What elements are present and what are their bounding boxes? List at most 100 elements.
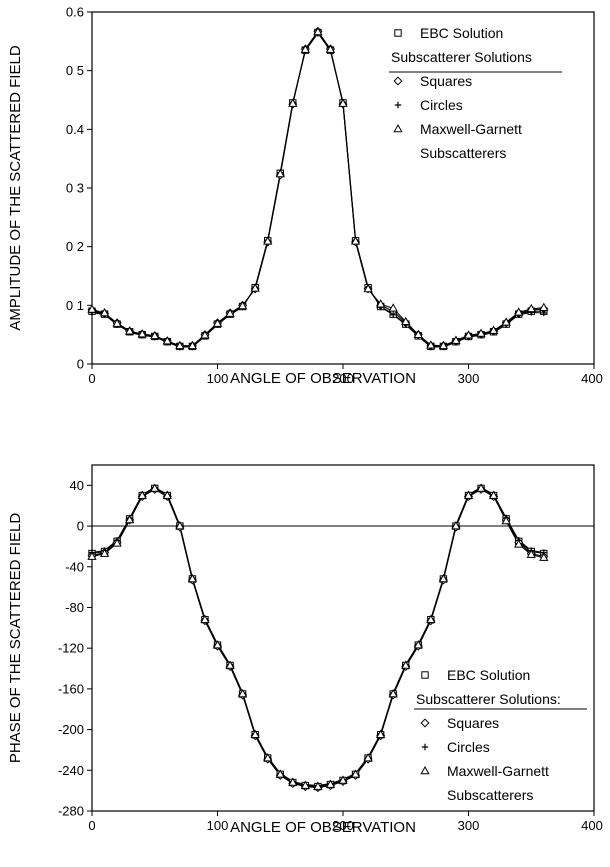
data-point-triangle xyxy=(212,640,223,649)
data-point-triangle xyxy=(250,283,260,292)
data-point-triangle xyxy=(438,573,449,583)
series-line xyxy=(91,30,544,347)
data-point-triangle xyxy=(162,336,172,345)
y-tick-label: 0 3 xyxy=(66,181,84,196)
data-point-triangle xyxy=(476,328,486,337)
x-tick-label: 100 xyxy=(207,371,229,386)
legend-group-header: Subscatterer Solutions: xyxy=(416,691,561,707)
data-point-triangle xyxy=(401,316,411,326)
data-point-triangle xyxy=(187,340,198,350)
x-tick-label: 400 xyxy=(581,371,603,386)
data-point-triangle xyxy=(539,302,549,311)
data-point-triangle xyxy=(137,329,147,338)
legend-entry-label: Maxwell-Garnett xyxy=(447,763,549,779)
legend-entry-label: Circles xyxy=(447,739,490,755)
data-point-plus xyxy=(390,311,397,318)
legend-marker-triangle xyxy=(393,123,403,133)
data-point-triangle xyxy=(338,775,348,784)
y-tick-label: 0 1 xyxy=(66,298,84,313)
legend-entry-label: Squares xyxy=(447,715,499,731)
y-tick-label: -40 xyxy=(65,559,84,574)
data-point-triangle xyxy=(539,552,549,561)
y-tick-label: 0.6 xyxy=(66,5,84,20)
data-point-triangle xyxy=(514,539,524,548)
data-point-triangle xyxy=(413,640,423,649)
series-markers-diamond xyxy=(87,26,549,351)
data-point-triangle xyxy=(350,236,361,245)
legend-entry-label: Subscatterers xyxy=(447,787,533,803)
data-point-triangle xyxy=(426,614,436,623)
data-point-triangle xyxy=(375,729,386,738)
x-tick-label: 200 xyxy=(332,371,354,386)
data-point-triangle xyxy=(463,330,474,339)
data-point-triangle xyxy=(488,325,499,334)
data-point-triangle xyxy=(300,780,311,789)
legend-group-header: Subscatterer Solutions xyxy=(391,49,532,65)
series-triangle xyxy=(91,30,544,347)
data-point-triangle xyxy=(112,318,122,327)
legend: EBC Solution Subscatterer Solutions Square… xyxy=(389,25,562,161)
data-point-triangle xyxy=(438,340,449,350)
data-point-triangle xyxy=(124,514,135,524)
data-point-triangle xyxy=(325,44,336,53)
data-point-triangle xyxy=(501,515,511,525)
legend-marker-plus xyxy=(394,101,402,109)
data-point-triangle xyxy=(200,614,210,623)
series-diamond xyxy=(91,30,544,347)
series-plus xyxy=(91,32,544,348)
data-point-triangle xyxy=(150,330,160,340)
x-tick-label: 0 xyxy=(88,818,95,833)
legend-marker-square xyxy=(394,29,402,37)
data-point-triangle xyxy=(175,340,185,350)
data-point-triangle xyxy=(99,548,110,557)
x-tick-label: 0 xyxy=(88,371,95,386)
data-point-triangle xyxy=(350,769,361,778)
plot-frame xyxy=(91,464,595,812)
data-point-triangle xyxy=(375,299,386,308)
series-line xyxy=(91,30,544,347)
data-point-triangle xyxy=(237,300,248,310)
data-point-triangle xyxy=(363,283,373,293)
data-point-triangle xyxy=(175,521,185,530)
legend-entry-label: Subscatterers xyxy=(420,145,506,161)
data-point-triangle xyxy=(300,44,311,53)
data-point-triangle xyxy=(501,317,511,326)
legend-entry-label: Maxwell-Garnett xyxy=(420,121,522,137)
data-point-triangle xyxy=(87,304,97,313)
data-point-triangle xyxy=(225,308,235,317)
data-point-triangle xyxy=(275,769,285,778)
legend-entry-label: EBC Solution xyxy=(447,667,530,683)
data-point-triangle xyxy=(488,490,499,499)
data-point-triangle xyxy=(338,98,348,107)
data-point-triangle xyxy=(250,729,260,738)
x-tick-label: 300 xyxy=(458,818,480,833)
data-point-triangle xyxy=(313,26,323,36)
series-square xyxy=(91,31,544,347)
data-point-triangle xyxy=(413,329,423,338)
data-point-triangle xyxy=(388,303,398,312)
data-point-triangle xyxy=(476,483,486,492)
data-point-triangle xyxy=(463,490,474,499)
data-point-triangle xyxy=(451,335,461,344)
data-point-triangle xyxy=(162,490,172,499)
y-axis-label: PHASE OF THE SCATTERED FIELD xyxy=(7,513,24,763)
x-axis-label: ANGLE OF OBSERVATION xyxy=(230,370,416,387)
data-point-triangle xyxy=(325,779,336,788)
series-line xyxy=(91,31,544,347)
legend-entry-label: EBC Solution xyxy=(420,25,503,41)
data-point-triangle xyxy=(275,168,285,178)
y-tick-label: -120 xyxy=(58,641,84,656)
data-point-triangle xyxy=(526,303,536,313)
legend-entry-label: Squares xyxy=(420,73,472,89)
y-tick-label: 0 2 xyxy=(66,239,84,254)
data-point-triangle xyxy=(426,340,436,349)
data-point-triangle xyxy=(124,326,135,335)
legend: EBC Solution Subscatterer Solutions: Squar… xyxy=(414,667,587,803)
data-point-triangle xyxy=(200,330,210,339)
series-markers-triangle xyxy=(87,26,549,350)
data-point-triangle xyxy=(388,688,398,698)
legend-marker-diamond xyxy=(393,76,403,86)
y-tick-label: 0.4 xyxy=(66,122,84,137)
